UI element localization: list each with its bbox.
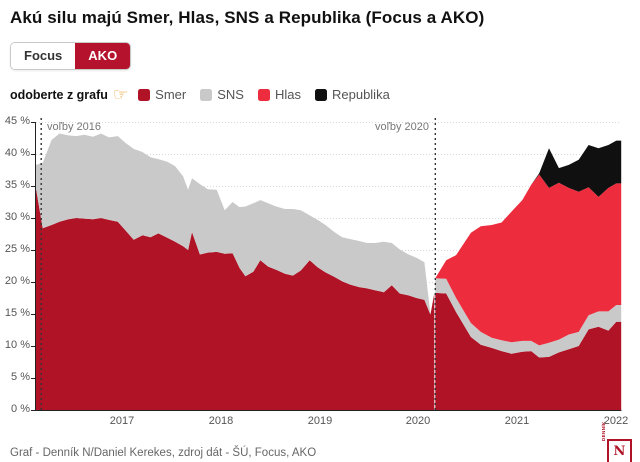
y-tick-10: 10 % — [4, 339, 30, 351]
area-hlas-seg1 — [435, 174, 622, 346]
x-tick-2018: 2018 — [208, 415, 234, 427]
legend-item-hlas[interactable]: Hlas — [257, 87, 301, 102]
page-title: Akú silu majú Smer, Hlas, SNS a Republik… — [10, 8, 485, 27]
poll-source-toggle: Focus AKO — [10, 42, 132, 70]
dennikn-logo-side-text: DENNÍK — [601, 421, 606, 441]
y-tick-0: 0 % — [11, 403, 30, 415]
area-sns-seg1 — [435, 278, 622, 358]
legend-label-hlas: Hlas — [274, 87, 301, 102]
y-tick-5: 5 % — [11, 371, 30, 383]
hlas-swatch — [257, 88, 270, 101]
area-sns-seg0 — [35, 133, 435, 315]
legend-label-sns: SNS — [217, 87, 244, 102]
x-tick-2019: 2019 — [307, 415, 333, 427]
y-tick-15: 15 % — [4, 307, 30, 319]
y-tick-20: 20 % — [4, 275, 30, 287]
annotation-volby-2016: voľby 2016 — [47, 121, 101, 133]
x-tick-2017: 2017 — [109, 415, 135, 427]
tab-focus[interactable]: Focus — [11, 43, 76, 69]
source-caption: Graf - Denník N/Daniel Kerekes, zdroj dá… — [10, 447, 317, 459]
y-tick-40: 40 % — [4, 147, 30, 159]
dennikn-logo: N — [607, 439, 632, 462]
pointing-hand-icon: ☞ — [112, 85, 129, 104]
legend-item-smer[interactable]: Smer — [138, 87, 186, 102]
dennikn-logo-letter: N — [613, 444, 626, 459]
legend-item-republika[interactable]: Republika — [314, 87, 390, 102]
legend-item-sns[interactable]: SNS — [200, 87, 244, 102]
legend-hint: odoberte z grafu — [10, 87, 108, 102]
x-tick-2021: 2021 — [504, 415, 530, 427]
x-tick-2020: 2020 — [405, 415, 431, 427]
annotation-volby-2020: voľby 2020 — [375, 121, 429, 133]
x-tick-2022: 2022 — [603, 415, 629, 427]
legend: odoberte z grafu ☞ Smer SNS Hlas Republi… — [10, 85, 404, 104]
area-smer-seg1 — [435, 292, 622, 410]
y-tick-25: 25 % — [4, 243, 30, 255]
area-smer-seg0 — [35, 187, 435, 410]
legend-label-smer: Smer — [155, 87, 187, 102]
legend-label-republika: Republika — [331, 87, 390, 102]
tab-ako[interactable]: AKO — [75, 43, 131, 69]
republika-swatch — [314, 88, 327, 101]
y-tick-35: 35 % — [4, 179, 30, 191]
area-republika-seg1 — [435, 140, 622, 279]
y-tick-45: 45 % — [4, 115, 30, 127]
sns-swatch — [200, 88, 213, 101]
smer-swatch — [138, 88, 151, 101]
y-tick-30: 30 % — [4, 211, 30, 223]
